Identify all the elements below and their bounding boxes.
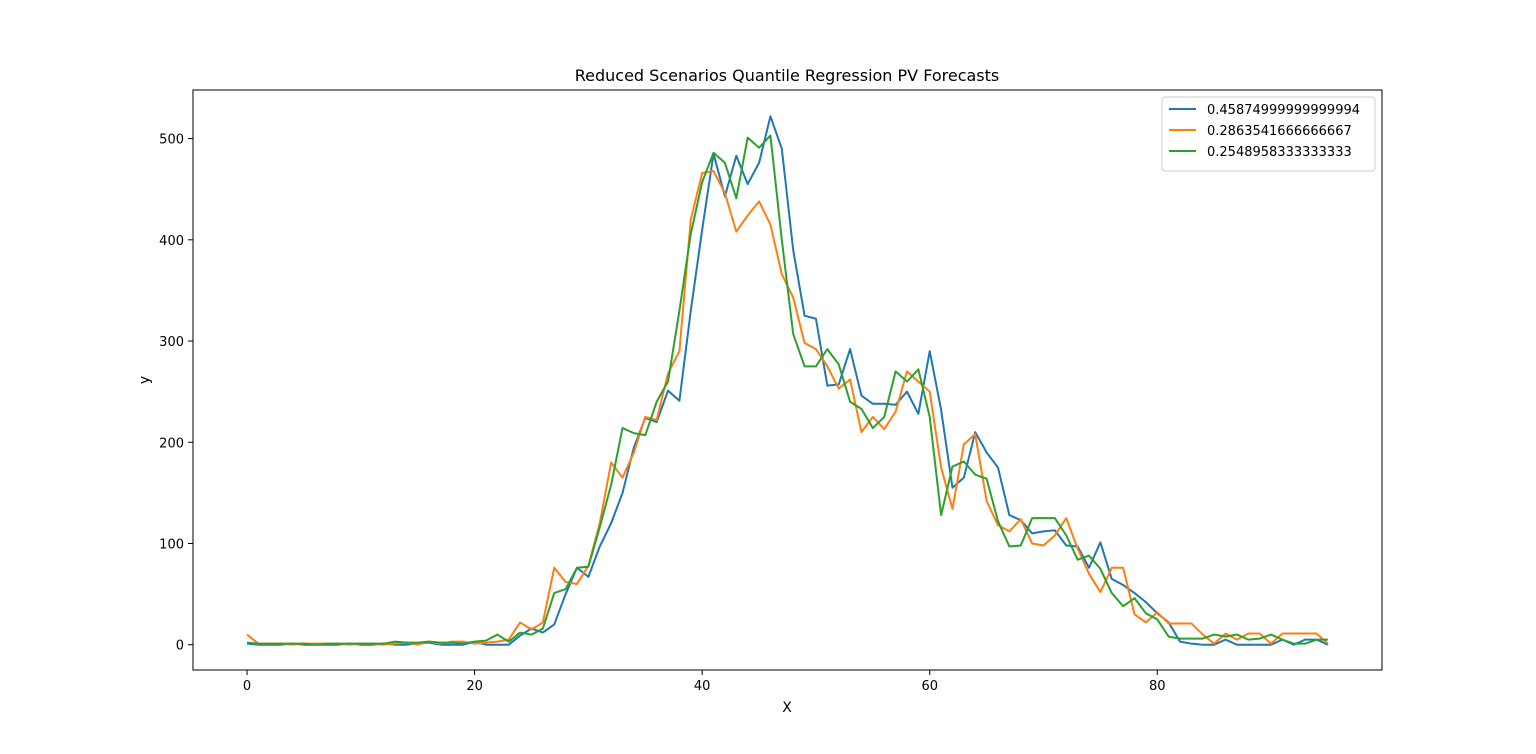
- legend-label: 0.2548958333333333: [1207, 145, 1352, 160]
- series-line-3: [246, 134, 1328, 646]
- x-tick-label: 60: [921, 679, 938, 694]
- legend: 0.45874999999999994 0.2863541666666667 0.2…: [1161, 96, 1376, 172]
- x-tick-label: 20: [466, 679, 483, 694]
- y-axis-label: y: [137, 376, 153, 384]
- legend-label: 0.45874999999999994: [1207, 103, 1360, 118]
- plot-frame: [192, 89, 1383, 671]
- x-tick-label: 0: [243, 679, 251, 694]
- x-axis-label: X: [782, 700, 792, 716]
- y-tick-label: 0: [176, 639, 184, 654]
- chart-title: Reduced Scenarios Quantile Regression PV…: [575, 66, 1000, 85]
- x-tick-label: 40: [694, 679, 711, 694]
- y-tick-label: 500: [159, 133, 184, 148]
- y-tick-label: 100: [159, 537, 184, 552]
- y-axis-ticks: 0 100 200 300 400 500: [159, 133, 193, 654]
- legend-box: [1161, 96, 1376, 172]
- y-tick-label: 300: [159, 335, 184, 350]
- y-tick-label: 400: [159, 234, 184, 249]
- y-tick-label: 200: [159, 436, 184, 451]
- series-layer: [246, 115, 1329, 646]
- x-axis-ticks: 0 20 40 60 80: [243, 670, 1166, 694]
- legend-label: 0.2863541666666667: [1207, 124, 1352, 139]
- x-tick-label: 80: [1149, 679, 1166, 694]
